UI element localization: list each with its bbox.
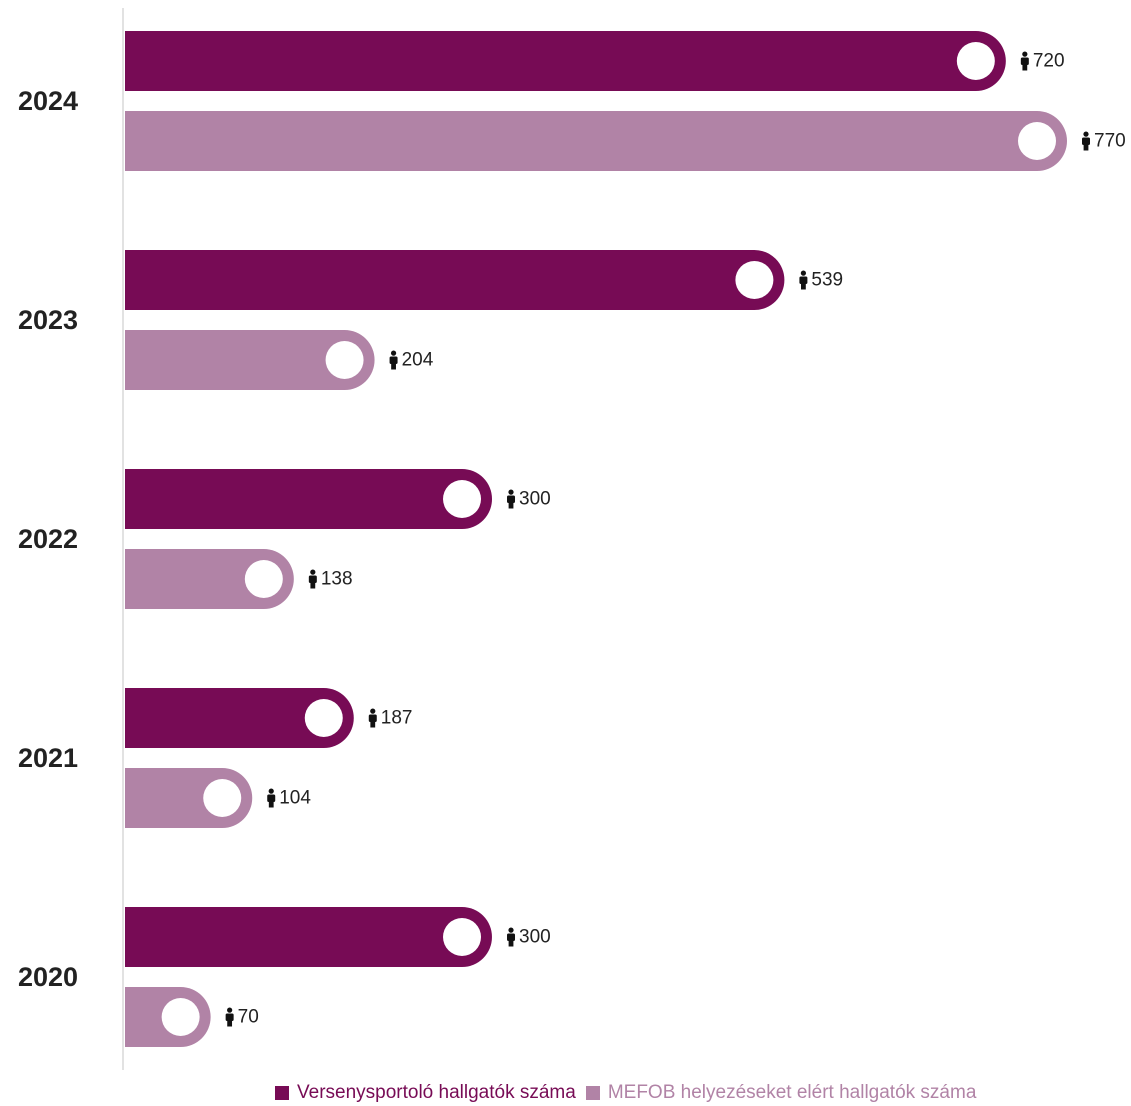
y-tick-label: 2023	[18, 305, 78, 335]
data-label: 204	[402, 350, 434, 371]
bar-end-marker	[956, 42, 995, 80]
bar	[125, 31, 1006, 91]
legend: Versenysportoló hallgatók száma MEFOB he…	[0, 1080, 1131, 1106]
bar-end-marker	[325, 341, 364, 379]
data-label: 187	[381, 708, 413, 729]
data-label: 300	[519, 489, 551, 510]
bar	[125, 111, 1067, 171]
bar	[125, 330, 375, 390]
person-icon	[225, 1007, 234, 1027]
bar-end-marker	[161, 998, 200, 1036]
person-icon	[368, 708, 377, 728]
chart: 2024 720 770 2023 539 204 2022 300 138 2021 187 104…	[18, 8, 1126, 1070]
data-label: 138	[321, 569, 353, 590]
bar-end-marker	[735, 261, 774, 299]
y-tick-label: 2022	[18, 524, 78, 554]
legend-label-series-2: MEFOB helyezéseket elért hallgatók száma	[607, 1082, 977, 1103]
person-icon	[507, 927, 516, 947]
person-icon	[1020, 51, 1029, 71]
person-icon	[267, 788, 276, 808]
data-label: 104	[279, 788, 311, 809]
data-label: 300	[519, 927, 551, 948]
y-tick-label: 2021	[18, 743, 78, 773]
bar-end-marker	[1018, 122, 1056, 160]
bar	[125, 469, 493, 529]
legend-swatch-series-1	[275, 1086, 289, 1100]
bar	[125, 250, 785, 310]
bar	[125, 549, 294, 609]
data-label: 770	[1094, 131, 1126, 152]
y-tick-label: 2020	[18, 962, 78, 992]
person-icon	[507, 489, 516, 509]
legend-swatch-series-2	[585, 1086, 600, 1100]
bar-end-marker	[304, 699, 343, 737]
person-icon	[308, 569, 317, 589]
data-label: 70	[238, 1007, 259, 1028]
legend-label-series-1: Versenysportoló hallgatók száma	[297, 1082, 576, 1103]
bar-end-marker	[203, 779, 242, 817]
bar	[125, 907, 492, 967]
data-label: 539	[811, 270, 843, 291]
bar-end-marker	[244, 560, 283, 598]
person-icon	[1082, 131, 1090, 151]
person-icon	[799, 270, 808, 290]
legend-item-series-1: Versenysportoló hallgatók száma	[275, 1082, 576, 1104]
bar-end-marker	[443, 918, 482, 956]
bar-end-marker	[443, 480, 482, 518]
y-tick-label: 2024	[18, 86, 78, 116]
legend-item-series-2: MEFOB helyezéseket elért hallgatók száma	[585, 1082, 977, 1104]
bar	[125, 688, 354, 748]
person-icon	[389, 350, 398, 370]
data-label: 720	[1033, 51, 1065, 72]
